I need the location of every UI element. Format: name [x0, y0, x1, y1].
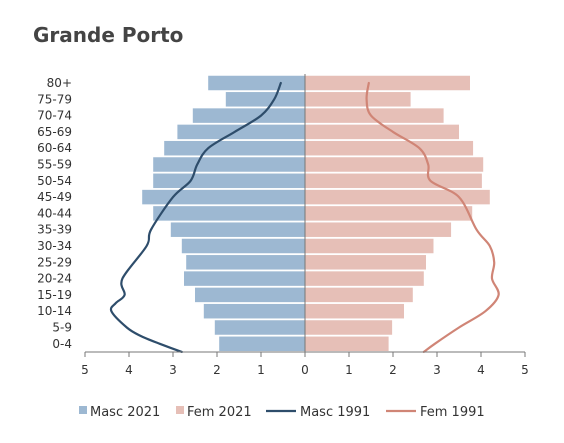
bar-masc-2021-20-24	[184, 271, 305, 286]
x-tick-label-6: 1	[345, 363, 353, 377]
line-masc-1991	[109, 81, 282, 353]
y-tick-label-25-29: 25-29	[37, 255, 72, 269]
y-tick-label-50-54: 50-54	[37, 174, 72, 188]
bar-masc-2021-50-54	[153, 173, 305, 189]
x-tick-label-3: 2	[213, 363, 221, 377]
y-tick-label-5-9: 5-9	[52, 321, 72, 335]
x-tick-label-10: 5	[521, 363, 529, 377]
legend-swatch	[176, 406, 184, 414]
y-tick-label-40-44: 40-44	[37, 206, 72, 220]
bar-fem-2021-25-29	[305, 255, 426, 270]
y-tick-label-30-34: 30-34	[37, 239, 72, 253]
y-tick-label-45-49: 45-49	[37, 190, 72, 204]
bar-masc-2021-70-74	[192, 108, 305, 123]
x-axis: 5 4 3 2 1 0 1 2 3 4 5	[81, 351, 529, 377]
bars-layer	[142, 75, 490, 352]
x-tick-label-1: 4	[125, 363, 133, 377]
x-tick-label-8: 3	[433, 363, 441, 377]
bar-masc-2021-80+	[208, 75, 305, 91]
x-tick-label-2: 3	[169, 363, 177, 377]
legend-label: Masc 1991	[300, 405, 370, 420]
x-tick-label-0: 5	[81, 363, 89, 377]
bar-fem-2021-35-39	[305, 222, 452, 237]
bar-masc-2021-25-29	[186, 255, 305, 270]
bar-masc-2021-5-9	[214, 320, 305, 335]
bar-masc-2021-60-64	[164, 140, 305, 156]
bar-fem-2021-40-44	[305, 206, 473, 221]
bar-fem-2021-15-19	[305, 287, 413, 303]
line-fem-1991	[365, 81, 500, 353]
x-tick-label-7: 2	[389, 363, 397, 377]
legend-item-fem-1991: Fem 1991	[386, 405, 485, 420]
bar-masc-2021-45-49	[142, 189, 305, 205]
bar-fem-2021-30-34	[305, 238, 434, 254]
y-tick-label-55-59: 55-59	[37, 158, 72, 172]
bar-masc-2021-40-44	[153, 206, 305, 221]
y-tick-label-20-24: 20-24	[37, 272, 72, 286]
bar-fem-2021-0-4	[305, 336, 389, 352]
y-tick-label-0-4: 0-4	[52, 337, 72, 351]
x-tick-label-9: 4	[477, 363, 485, 377]
bar-fem-2021-50-54	[305, 173, 482, 189]
y-tick-label-10-14: 10-14	[37, 304, 72, 318]
lines-layer	[109, 81, 500, 353]
bar-masc-2021-65-69	[177, 124, 305, 140]
legend-label: Fem 2021	[187, 405, 252, 420]
bar-masc-2021-10-14	[203, 303, 305, 319]
y-tick-label-75-79: 75-79	[37, 92, 72, 106]
bar-masc-2021-30-34	[181, 238, 305, 254]
bar-fem-2021-75-79	[305, 92, 411, 107]
y-tick-label-60-64: 60-64	[37, 141, 72, 155]
bar-masc-2021-15-19	[195, 287, 305, 303]
legend-item-masc-1991: Masc 1991	[266, 405, 370, 420]
bar-fem-2021-55-59	[305, 157, 484, 172]
bar-fem-2021-60-64	[305, 140, 474, 156]
bar-masc-2021-75-79	[225, 92, 305, 107]
chart-title: Grande Porto	[33, 23, 184, 47]
legend-swatch	[79, 406, 87, 414]
y-tick-label-80+: 80+	[47, 76, 72, 90]
bar-fem-2021-70-74	[305, 108, 444, 123]
y-tick-label-15-19: 15-19	[37, 288, 72, 302]
bar-fem-2021-80+	[305, 75, 470, 91]
bar-fem-2021-20-24	[305, 271, 424, 286]
bar-fem-2021-45-49	[305, 189, 490, 205]
legend-label: Fem 1991	[420, 405, 485, 420]
legend-label: Masc 2021	[90, 405, 160, 420]
y-tick-label-35-39: 35-39	[37, 223, 72, 237]
x-tick-label-5: 0	[301, 363, 309, 377]
legend-item-masc-2021: Masc 2021	[79, 405, 160, 420]
bar-fem-2021-65-69	[305, 124, 459, 140]
bar-fem-2021-5-9	[305, 320, 393, 335]
legend-item-fem-2021: Fem 2021	[176, 405, 252, 420]
y-axis: 0-4 5-9 10-14 15-19 20-24 25-29 30-34 35-39 40-4…	[37, 74, 306, 352]
y-tick-label-65-69: 65-69	[37, 125, 72, 139]
bar-masc-2021-0-4	[219, 336, 305, 352]
legend: Masc 2021 Fem 2021 Masc 1991 Fem 1991	[79, 405, 485, 420]
bar-masc-2021-55-59	[153, 157, 305, 172]
x-tick-label-4: 1	[257, 363, 265, 377]
bar-masc-2021-35-39	[170, 222, 305, 237]
y-tick-label-70-74: 70-74	[37, 109, 72, 123]
bar-fem-2021-10-14	[305, 303, 404, 319]
